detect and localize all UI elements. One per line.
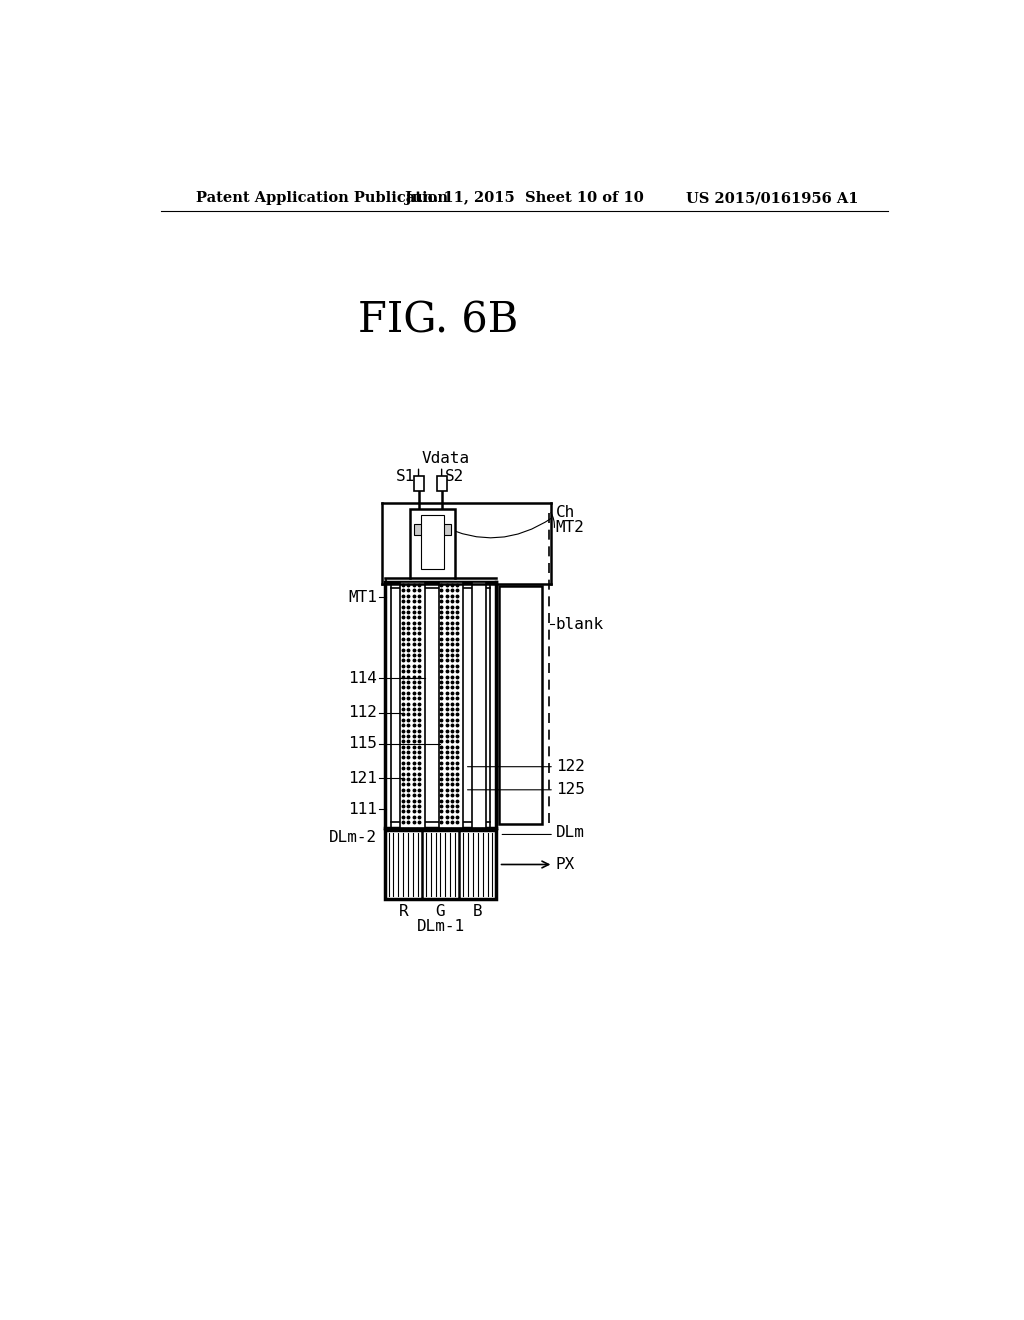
Bar: [385, 830, 497, 899]
Text: R: R: [398, 904, 409, 919]
Text: Patent Application Publication: Patent Application Publication: [196, 191, 449, 206]
Bar: [500, 586, 542, 825]
Text: DLm-1: DLm-1: [417, 919, 465, 933]
Text: blank: blank: [556, 616, 604, 632]
Text: G: G: [435, 904, 445, 919]
Text: 115: 115: [348, 737, 377, 751]
Text: 112: 112: [348, 705, 377, 721]
Text: 122: 122: [556, 759, 585, 775]
Bar: [410, 508, 455, 578]
Bar: [400, 582, 425, 829]
Text: Jun. 11, 2015  Sheet 10 of 10: Jun. 11, 2015 Sheet 10 of 10: [406, 191, 644, 206]
Bar: [472, 582, 485, 829]
Bar: [414, 475, 424, 491]
Text: US 2015/0161956 A1: US 2015/0161956 A1: [686, 191, 858, 206]
Text: B: B: [473, 904, 482, 919]
Text: FIG. 6B: FIG. 6B: [358, 300, 519, 341]
Text: S1: S1: [396, 469, 416, 484]
Text: S2: S2: [444, 469, 464, 484]
Text: 125: 125: [556, 783, 585, 797]
Text: 121: 121: [348, 771, 377, 785]
Bar: [443, 524, 451, 535]
Text: MT1: MT1: [348, 590, 377, 605]
Text: Vdata: Vdata: [422, 451, 470, 466]
Bar: [438, 582, 463, 829]
Text: Ch: Ch: [556, 506, 574, 520]
Text: PX: PX: [556, 857, 574, 873]
Text: 111: 111: [348, 801, 377, 817]
Bar: [421, 515, 444, 569]
Text: DLm-2: DLm-2: [329, 830, 377, 845]
Bar: [437, 475, 447, 491]
Text: 114: 114: [348, 671, 377, 685]
Text: MT2: MT2: [556, 520, 585, 536]
Text: DLm: DLm: [556, 825, 585, 840]
Bar: [414, 524, 422, 535]
